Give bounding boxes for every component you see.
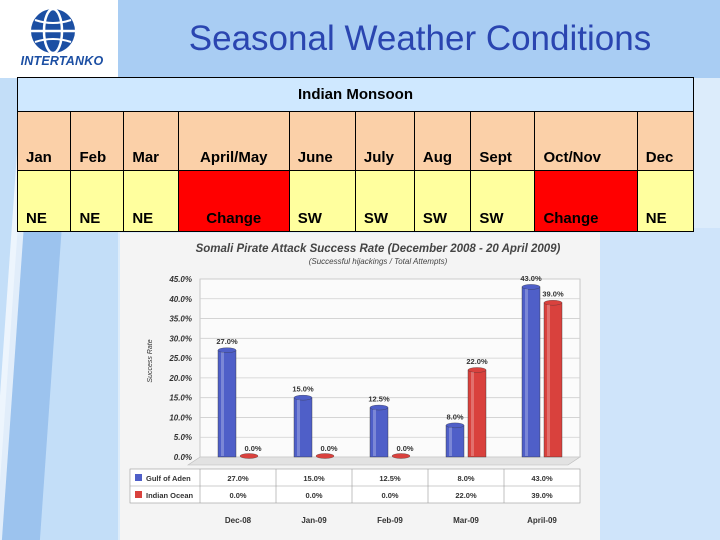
- x-tick-label: April-09: [527, 516, 557, 525]
- month-cell: Mar: [123, 111, 179, 171]
- month-cell: Feb: [70, 111, 125, 171]
- y-axis-label: Success Rate: [147, 339, 154, 382]
- data-label: 0.0%: [396, 444, 413, 453]
- y-tick-label: 35.0%: [169, 315, 192, 324]
- bar-highlight: [471, 371, 474, 456]
- bar-highlight: [449, 427, 452, 456]
- direction-cell: NE: [16, 170, 72, 232]
- right-band: [600, 228, 720, 540]
- data-label: 39.0%: [542, 290, 564, 299]
- direction-cell: NE: [123, 170, 179, 232]
- x-tick-label: Jan-09: [301, 516, 327, 525]
- bar-highlight: [547, 304, 550, 456]
- intertanko-logo: INTERTANKO: [4, 6, 114, 72]
- bar-cap: [217, 347, 237, 353]
- bar-cap: [369, 404, 389, 411]
- bar-flat: [391, 453, 411, 459]
- table-value: 12.5%: [379, 474, 401, 483]
- month-cell: Oct/Nov: [534, 111, 638, 171]
- title-band: [118, 0, 720, 78]
- table-value: 0.0%: [381, 491, 398, 500]
- bar-flat: [315, 453, 335, 459]
- bar-cap: [543, 300, 563, 306]
- data-label: 43.0%: [520, 274, 542, 283]
- direction-cell: NE: [70, 170, 125, 232]
- bar-cap: [445, 422, 465, 429]
- data-label: 12.5%: [368, 395, 390, 404]
- y-tick-label: 0.0%: [174, 453, 192, 462]
- table-value: 22.0%: [455, 491, 477, 500]
- y-tick-label: 45.0%: [168, 275, 192, 284]
- bar: [293, 397, 313, 458]
- month-cell: Jan: [16, 111, 72, 171]
- bar: [369, 407, 389, 458]
- monsoon-header: Indian Monsoon: [17, 77, 694, 112]
- y-tick-label: 25.0%: [168, 354, 192, 363]
- x-tick-label: Mar-09: [453, 516, 479, 525]
- globe-icon: [31, 7, 75, 55]
- month-cell: June: [288, 111, 356, 171]
- month-cell: Dec: [636, 111, 695, 171]
- month-cell: July: [354, 111, 415, 171]
- y-tick-label: 15.0%: [169, 394, 192, 403]
- table-value: 39.0%: [531, 491, 553, 500]
- month-cell: Sept: [470, 111, 536, 171]
- months-row: Jan Feb Mar April/May June July Aug Sept Oct/Nov…: [16, 111, 695, 171]
- direction-cell: SW: [288, 170, 356, 232]
- directions-row: NE NE NE Change SW SW SW SW Change NE: [16, 170, 695, 232]
- table-value: 0.0%: [229, 491, 246, 500]
- table-value: 0.0%: [305, 491, 322, 500]
- direction-cell: NE: [636, 170, 695, 232]
- x-tick-label: Feb-09: [377, 516, 403, 525]
- x-tick-label: Dec-08: [225, 516, 252, 525]
- direction-cell: SW: [354, 170, 415, 232]
- legend-swatch: [135, 474, 142, 481]
- y-tick-label: 30.0%: [169, 334, 192, 343]
- data-label: 27.0%: [216, 337, 238, 346]
- bar-flat: [239, 453, 259, 459]
- bar-cap: [521, 284, 541, 290]
- bar: [521, 286, 541, 458]
- pirate-chart: Somali Pirate Attack Success Rate (Decem…: [120, 233, 600, 540]
- table-value: 8.0%: [457, 474, 474, 483]
- legend-entry: Gulf of Aden: [146, 474, 191, 483]
- direction-cell: Change: [534, 170, 638, 232]
- bar: [467, 369, 487, 458]
- bar-highlight: [221, 352, 224, 456]
- month-cell: April/May: [177, 111, 290, 171]
- bar-highlight: [373, 409, 376, 456]
- monsoon-table: Indian Monsoon Jan Feb Mar April/May June Jul…: [16, 77, 695, 232]
- bar-highlight: [297, 399, 300, 456]
- data-label: 22.0%: [466, 357, 488, 366]
- plot-area: [199, 278, 581, 458]
- y-tick-label: 5.0%: [174, 433, 192, 442]
- bar: [217, 349, 237, 458]
- table-value: 27.0%: [227, 474, 249, 483]
- data-label: 8.0%: [446, 412, 463, 421]
- legend-swatch: [135, 491, 142, 498]
- bar-cap: [293, 395, 313, 401]
- table-value: 43.0%: [531, 474, 553, 483]
- y-tick-label: 40.0%: [168, 295, 192, 304]
- y-tick-label: 20.0%: [168, 374, 192, 383]
- direction-cell: Change: [177, 170, 290, 232]
- data-label: 0.0%: [244, 444, 261, 453]
- bar-cap: [467, 367, 487, 373]
- data-label: 0.0%: [320, 444, 337, 453]
- logo-text: INTERTANKO: [20, 54, 104, 68]
- bar: [445, 425, 465, 458]
- table-value: 15.0%: [303, 474, 325, 483]
- data-label: 15.0%: [292, 385, 314, 394]
- bar-highlight: [525, 288, 528, 456]
- slide-title: Seasonal Weather Conditions: [188, 19, 652, 58]
- month-cell: Aug: [413, 111, 472, 171]
- chart-title: Somali Pirate Attack Success Rate (Decem…: [196, 243, 561, 255]
- bar: [543, 302, 563, 458]
- legend-entry: Indian Ocean: [146, 491, 194, 500]
- direction-cell: SW: [470, 170, 536, 232]
- direction-cell: SW: [413, 170, 472, 232]
- chart-subtitle: (Successful hijackings / Total Attempts): [309, 257, 448, 266]
- y-tick-label: 10.0%: [169, 413, 192, 422]
- chart-canvas: Somali Pirate Attack Success Rate (Decem…: [129, 243, 581, 525]
